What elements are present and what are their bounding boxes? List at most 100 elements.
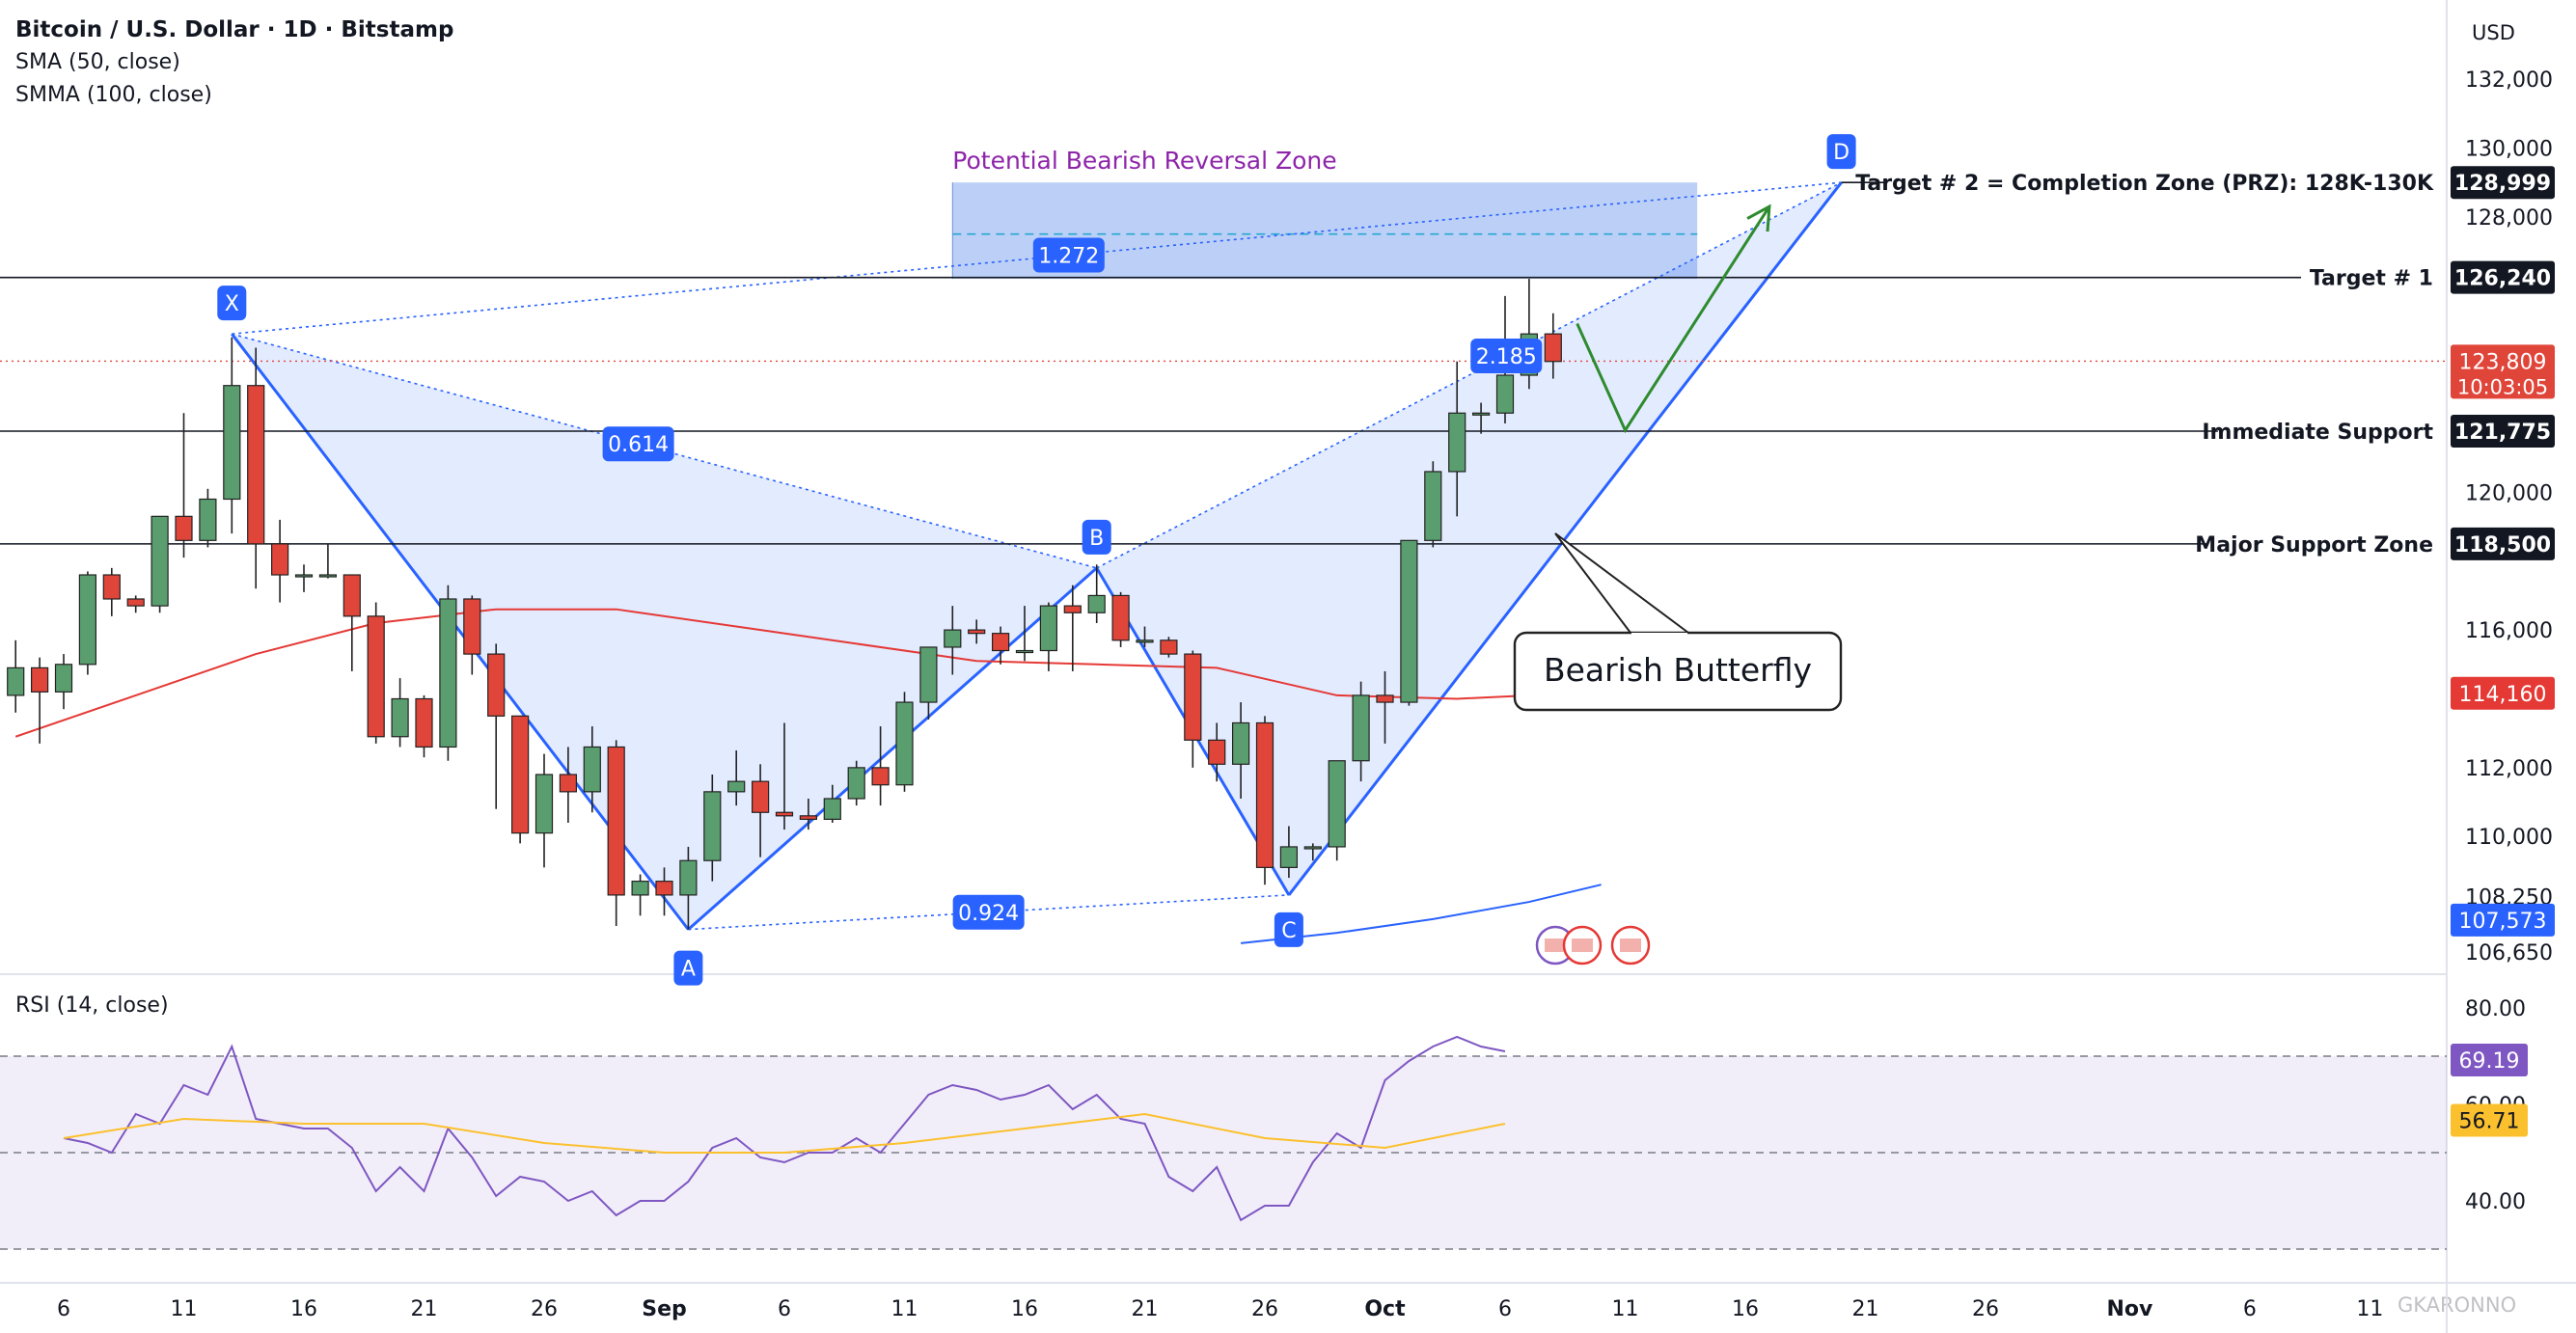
- level-price-tag-text-0: 128,999: [2454, 172, 2551, 196]
- currency-label[interactable]: USD: [2472, 21, 2515, 44]
- pattern-labels-layer: X A B C D 0.614 0.924 2.185 1.272: [217, 134, 1856, 986]
- price-tag-text-last: 123,809: [2459, 350, 2547, 374]
- event-flag-stripes-icon-0: [1545, 939, 1566, 952]
- price-tick-label-3: 120,000: [2465, 481, 2553, 505]
- price-tick-label-9: 106,650: [2465, 941, 2553, 966]
- candle-body-13: [318, 574, 337, 578]
- candle-body-41: [991, 633, 1010, 652]
- level-price-tag-0: [2451, 166, 2555, 200]
- candle-body-22: [534, 774, 554, 834]
- event-flag-stripes-icon-1: [1572, 939, 1593, 952]
- pattern-point-X-bg: [217, 286, 247, 321]
- pattern-point-D-bg: [1826, 134, 1856, 170]
- candle-body-46: [1111, 594, 1130, 641]
- rsi-panel-label[interactable]: RSI (14, close): [15, 993, 169, 1018]
- indicator-smma-label[interactable]: SMMA (100, close): [15, 83, 212, 107]
- pattern-layer: [231, 181, 1843, 931]
- candle-body-50: [1208, 739, 1226, 765]
- candle-body-31: [751, 780, 770, 813]
- ratio-badge-3: 1.272: [1038, 245, 1099, 269]
- time-tick-label-4: 26: [531, 1297, 558, 1321]
- candle-body-47: [1136, 639, 1154, 643]
- level-label-2: Immediate Support: [2202, 421, 2433, 445]
- rsi-layer: [0, 1035, 2447, 1250]
- candle-body-16: [391, 697, 409, 738]
- time-tick-label-3: 21: [411, 1297, 438, 1321]
- time-tick-label-14: 16: [1732, 1297, 1759, 1321]
- ratio-badge-2-bg: [1470, 339, 1543, 374]
- level-price-tag-1: [2451, 260, 2555, 294]
- level-label-1: Target # 1: [2310, 267, 2433, 291]
- ratio-badge-1-bg: [952, 894, 1025, 930]
- price-tick-label-6: 112,000: [2465, 757, 2553, 781]
- level-label-3: Major Support Zone: [2195, 533, 2433, 558]
- level-price-tag-2: [2451, 415, 2555, 449]
- pattern-point-C: C: [1281, 919, 1296, 943]
- price-tick-label-7: 110,000: [2465, 826, 2553, 850]
- price-tick-label-4: 116,000: [2465, 619, 2553, 643]
- candle-body-34: [823, 798, 841, 820]
- time-tick-label-15: 21: [1852, 1297, 1879, 1321]
- candle-body-42: [1015, 649, 1034, 654]
- pattern-point-A: A: [681, 958, 696, 982]
- pattern-ratio-line-AC: [688, 894, 1289, 931]
- candle-body-1: [30, 666, 49, 693]
- ratio-badge-2: 2.185: [1476, 345, 1537, 369]
- candle-body-64: [1544, 333, 1562, 363]
- ratio-badge-0: 0.614: [608, 433, 669, 457]
- watermark: GKARONNO: [2398, 1293, 2517, 1317]
- pattern-ratio-line-BD: [1096, 181, 1842, 569]
- pattern-point-X: X: [225, 292, 239, 316]
- pattern-point-D: D: [1833, 141, 1850, 165]
- time-tick-label-10: 26: [1251, 1297, 1278, 1321]
- rsi-ma-line: [63, 1112, 1506, 1154]
- time-tick-label-12: 6: [1498, 1297, 1512, 1321]
- rsi-tag-rsi: [2451, 1044, 2528, 1077]
- projection-path: [1576, 205, 1771, 434]
- price-tag-sma: [2451, 903, 2555, 937]
- prz-label: Potential Bearish Reversal Zone: [952, 147, 1336, 175]
- candle-body-26: [631, 881, 649, 896]
- candle-body-35: [847, 767, 865, 800]
- candle-body-54: [1303, 846, 1322, 850]
- price-tag-text-sma: 107,573: [2459, 910, 2547, 934]
- candle-body-48: [1160, 639, 1178, 655]
- candle-body-20: [487, 653, 506, 717]
- symbol-title[interactable]: Bitcoin / U.S. Dollar · 1D · Bitstamp: [15, 17, 454, 42]
- pattern-point-C-bg: [1274, 911, 1303, 947]
- time-tick-label-2: 16: [290, 1297, 317, 1321]
- level-price-tag-text-1: 126,240: [2454, 267, 2551, 291]
- level-price-tag-text-3: 118,500: [2454, 533, 2551, 558]
- time-tick-label-6: 6: [778, 1297, 791, 1321]
- callout-text: Bearish Butterfly: [1544, 651, 1812, 689]
- candle-body-43: [1039, 605, 1058, 652]
- level-lines-layer: Target # 2 = Completion Zone (PRZ): 128K…: [0, 172, 2447, 558]
- pattern-point-B: B: [1089, 527, 1104, 551]
- candle-body-39: [944, 629, 962, 648]
- candle-body-8: [199, 498, 217, 541]
- time-tick-label-9: 21: [1132, 1297, 1159, 1321]
- pattern-triangle-xab: [232, 334, 1097, 930]
- pattern-triangle-bcd: [1096, 182, 1842, 895]
- candle-body-37: [895, 701, 914, 786]
- candle-body-19: [463, 598, 481, 655]
- smma-100-line: [14, 608, 1602, 738]
- candle-body-56: [1352, 694, 1370, 762]
- candle-body-14: [343, 574, 361, 617]
- candle-body-40: [968, 629, 986, 635]
- candle-body-5: [126, 598, 145, 607]
- candle-body-15: [367, 615, 385, 738]
- time-tick-label-8: 16: [1011, 1297, 1038, 1321]
- candle-body-3: [78, 574, 97, 666]
- rsi-tick-label-2: 40.00: [2465, 1190, 2526, 1214]
- time-tick-label-13: 11: [1612, 1297, 1639, 1321]
- pattern-leg-AB: [687, 566, 1098, 931]
- candle-body-60: [1448, 412, 1466, 473]
- rsi-tag-rsi_ma: [2451, 1103, 2528, 1137]
- indicator-sma-label[interactable]: SMA (50, close): [15, 50, 180, 74]
- pattern-point-B-bg: [1082, 519, 1111, 555]
- projection-arrowhead: [1746, 204, 1771, 232]
- candle-body-12: [294, 574, 314, 578]
- candle-body-44: [1063, 605, 1082, 613]
